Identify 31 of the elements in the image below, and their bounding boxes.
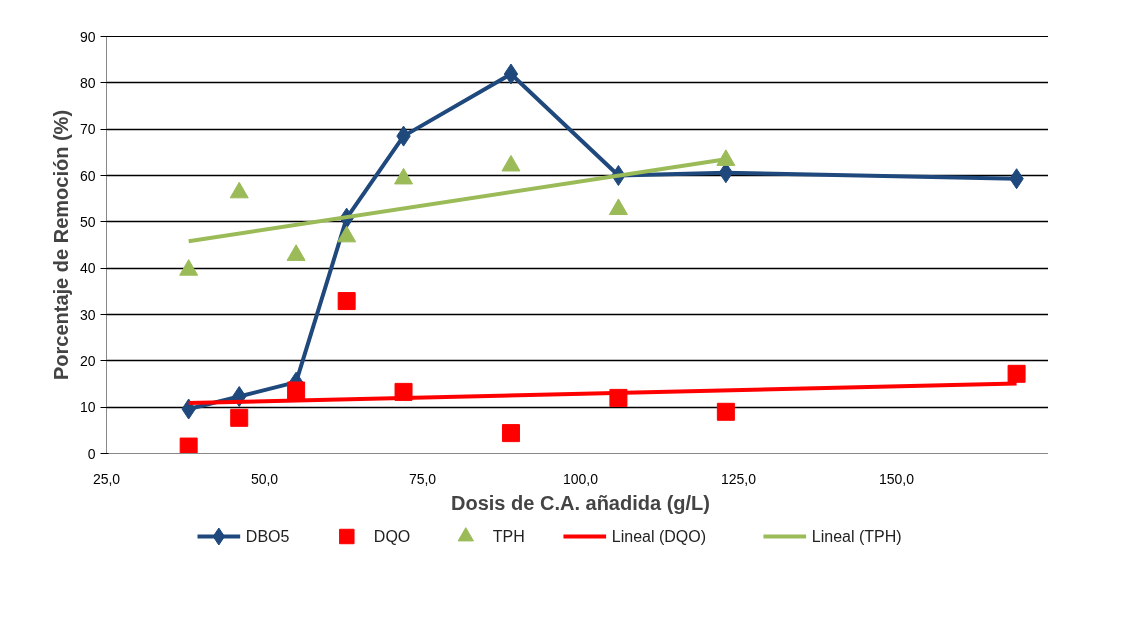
legend-label: Lineal (DQO) [611, 528, 707, 545]
point [503, 63, 519, 85]
legend-label: DBO5 [245, 528, 290, 545]
x-tick-label: 125,0 [720, 470, 757, 487]
y-tick-label: 80 [79, 74, 96, 91]
legend-label: Lineal (TPH) [811, 528, 902, 545]
y-tick-label: 70 [79, 121, 96, 138]
y-tick-label: 0 [87, 445, 96, 462]
y-tick-label: 60 [79, 167, 96, 184]
y-tick-label: 90 [79, 28, 96, 45]
point [179, 437, 198, 454]
y-tick-label: 10 [79, 399, 96, 416]
x-tick-label: 100,0 [562, 470, 599, 487]
point [337, 292, 356, 311]
point [230, 408, 249, 427]
y-tick-label: 40 [79, 260, 96, 277]
point [716, 402, 735, 421]
point [1007, 364, 1026, 383]
y-tick-label: 30 [79, 306, 96, 323]
legend-label: TPH [492, 528, 525, 545]
x-tick-label: 150,0 [878, 470, 915, 487]
y-axis-title: Porcentaje de Remoción (%) [49, 109, 72, 381]
y-tick-label: 20 [79, 352, 96, 369]
x-axis-title: Dosis de C.A. añadida (g/L) [451, 491, 710, 514]
x-tick-label: 75,0 [408, 470, 437, 487]
legend-label: DQO [373, 528, 411, 545]
point [501, 424, 520, 443]
y-tick-label: 50 [79, 213, 96, 230]
x-tick-label: 25,0 [92, 470, 121, 487]
x-tick-label: 50,0 [250, 470, 279, 487]
point [287, 381, 306, 400]
